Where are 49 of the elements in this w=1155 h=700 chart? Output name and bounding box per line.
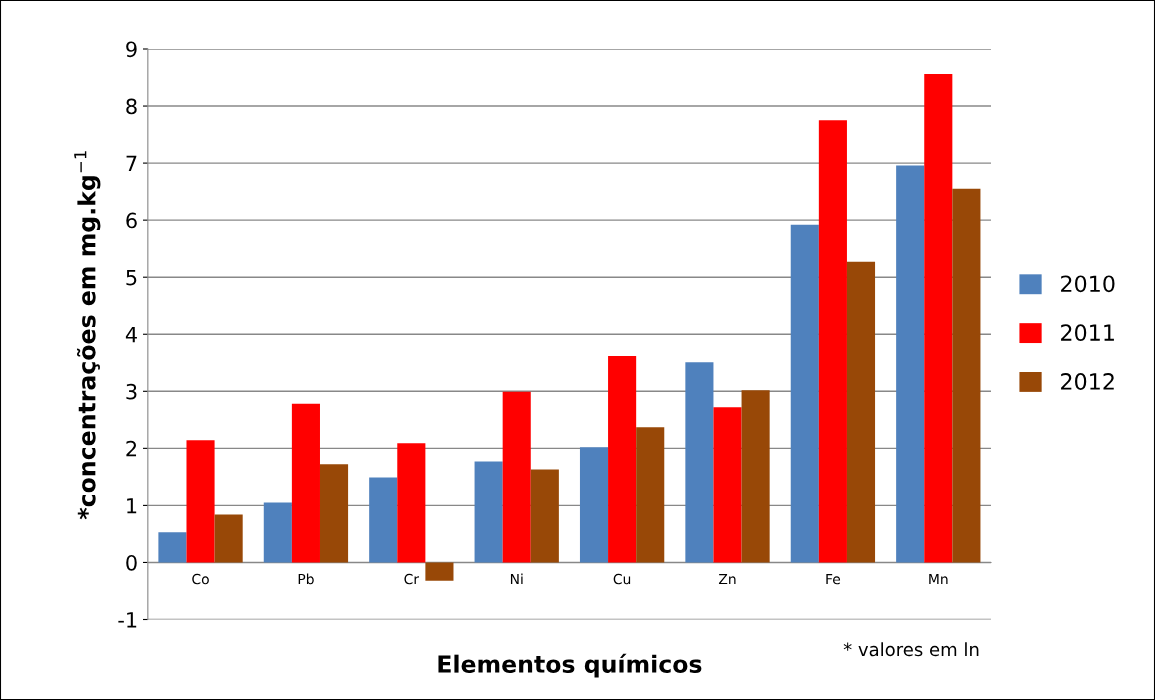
bar <box>636 427 665 563</box>
legend-label: 2011 <box>1061 324 1114 342</box>
bar <box>186 440 215 563</box>
x-tick-label: Zn <box>718 573 736 585</box>
bar <box>474 461 503 563</box>
y-tick-label: 0 <box>126 554 137 571</box>
bar <box>369 477 398 563</box>
x-tick-label: Cu <box>613 573 631 585</box>
bar <box>530 469 559 563</box>
y-tick-label: 1 <box>127 498 137 514</box>
y-tick-label: 4 <box>125 326 137 343</box>
x-tick-label: Mn <box>929 573 948 585</box>
y-tick-label: 5 <box>126 269 137 286</box>
bar <box>579 447 609 563</box>
bar <box>397 443 426 563</box>
bar <box>846 261 876 563</box>
bar <box>818 120 847 563</box>
bar <box>425 562 454 581</box>
x-tick-label: Ni <box>510 573 523 585</box>
text: * valores em ln <box>843 642 979 657</box>
bar <box>952 188 981 563</box>
y-tick-label: 3 <box>126 383 137 400</box>
legend-label: 2012 <box>1061 373 1114 390</box>
bar <box>685 362 714 563</box>
x-tick-label: Co <box>192 573 209 585</box>
y-tick-label: 7 <box>126 155 137 172</box>
y-tick-label: -1 <box>118 612 137 628</box>
bar <box>790 224 819 563</box>
x-tick-label: Cr <box>404 573 420 585</box>
bar <box>263 502 292 563</box>
bar <box>319 464 349 563</box>
x-tick-label: Pb <box>298 573 314 585</box>
y-tick-label: 2 <box>126 440 137 457</box>
legend-label: 2010 <box>1061 275 1115 293</box>
bar <box>608 355 637 563</box>
bar <box>502 391 531 563</box>
y-axis-title: *concentrações em mg.kg$^{−1}$ <box>74 151 101 520</box>
x-axis-title: Elementos químicos <box>438 653 702 678</box>
bar <box>214 514 243 563</box>
y-tick-label: 9 <box>126 41 137 58</box>
bar <box>158 532 187 563</box>
bar <box>896 165 925 563</box>
x-tick-label: Fe <box>826 573 841 585</box>
bar <box>291 403 320 563</box>
bar <box>741 390 770 563</box>
bar <box>713 407 742 563</box>
bar <box>924 74 953 563</box>
y-tick-label: 6 <box>126 212 137 229</box>
y-tick-label: 8 <box>126 98 137 115</box>
